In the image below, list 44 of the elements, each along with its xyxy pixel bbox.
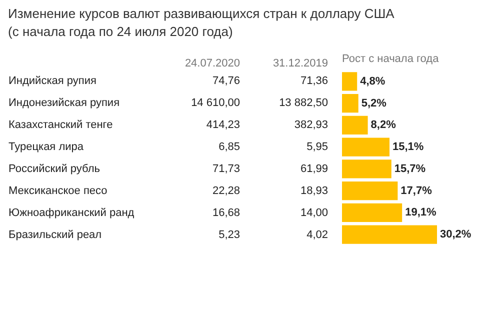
text: 14,00 [300,207,328,219]
category-label: Индийская рупия [8,75,96,87]
category-label: Бразильский реал [8,229,102,241]
bar [342,203,402,222]
data-label: 15,1% [392,141,424,154]
bar [342,182,398,200]
bar [342,225,437,244]
text: 16,68 [212,207,240,219]
text: 5,23 [218,229,240,241]
data-label: 4,8% [360,75,386,88]
category-label: Индонезийская рупия [8,97,120,109]
text: 414,23 [206,119,240,131]
text: 14 610,00 [191,97,240,109]
category-label: 24.07.2020 [184,58,240,70]
category-label: Южноафриканский ранд [8,207,134,219]
category-label: Турецкая лира [8,141,84,153]
category-label: Мексиканское песо [8,185,108,197]
data-label: 5,2% [361,97,387,110]
text: 61,99 [300,163,328,175]
category-label: 31.12.2019 [272,58,328,70]
category-label: Казахстанский тенге [8,119,113,131]
text: 13 882,50 [279,97,328,109]
bar [342,138,390,156]
bar [342,94,358,113]
data-label: 15,7% [394,162,426,175]
bar [342,72,358,91]
text: 71,73 [212,163,240,175]
data-label: 8,2% [370,119,396,132]
text: 22,28 [212,185,240,197]
text: 382,93 [294,119,328,131]
text: Изменение курсов валют развивающихся стран к доллару США (с начала года по 24 июля 2020 года) [8,6,395,39]
chart-title: Рост с начала года [342,53,440,65]
bar [342,160,392,178]
data-label: 30,2% [440,228,472,241]
text: 6,85 [218,141,240,153]
text: 18,93 [300,185,328,197]
bar [342,116,368,134]
data-label: 17,7% [400,184,432,197]
data-label: 19,1% [405,206,436,219]
text: 74,76 [212,75,240,87]
category-label: Российский рубль [8,163,100,175]
text: 5,95 [306,141,328,153]
text: 4,02 [306,229,328,241]
text: 71,36 [300,75,328,87]
